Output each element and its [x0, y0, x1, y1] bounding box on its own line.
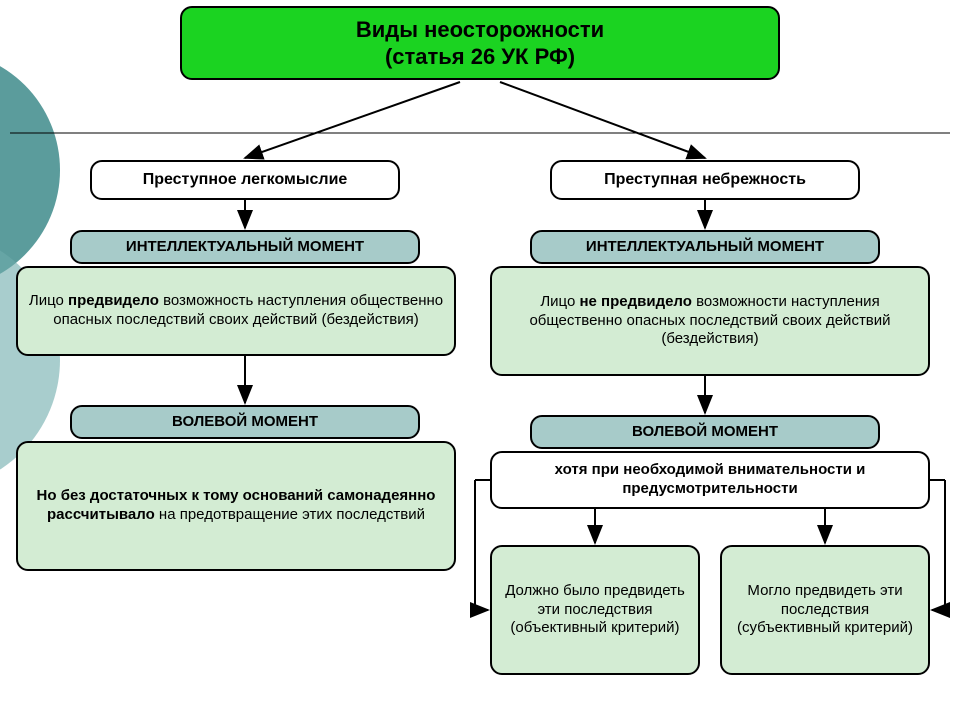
left-intel-label: ИНТЕЛЛЕКТУАЛЬНЫЙ МОМЕНТ — [70, 230, 420, 264]
left-vol-text: Но без достаточных к тому оснований само… — [16, 441, 456, 571]
right-opt1: Должно было предвидеть эти последствия (… — [490, 545, 700, 675]
left-intel-text: Лицо предвидело возможность наступления … — [16, 266, 456, 356]
left-intel-text-span: Лицо предвидело возможность наступления … — [28, 292, 444, 330]
left-heading: Преступное легкомыслие — [90, 160, 400, 200]
right-heading: Преступная небрежность — [550, 160, 860, 200]
decorative-circle-1 — [0, 50, 60, 290]
right-intel-text-span: Лицо не предвидело возможности наступлен… — [502, 293, 918, 349]
title-line1: Виды неосторожности — [356, 16, 604, 44]
right-intel-text: Лицо не предвидело возможности наступлен… — [490, 266, 930, 376]
title-line2: (статья 26 УК РФ) — [385, 43, 575, 71]
title-box: Виды неосторожности (статья 26 УК РФ) — [180, 6, 780, 80]
right-opt2: Могло предвидеть эти последствия (субъек… — [720, 545, 930, 675]
right-vol-label: ВОЛЕВОЙ МОМЕНТ — [530, 415, 880, 449]
right-intel-label: ИНТЕЛЛЕКТУАЛЬНЫЙ МОМЕНТ — [530, 230, 880, 264]
right-opt1-span: Должно было предвидеть эти последствия (… — [502, 582, 688, 638]
right-vol-sub: хотя при необходимой внимательности и пр… — [490, 451, 930, 509]
right-opt2-span: Могло предвидеть эти последствия (субъек… — [732, 582, 918, 638]
left-vol-text-span: Но без достаточных к тому оснований само… — [28, 487, 444, 525]
left-vol-label: ВОЛЕВОЙ МОМЕНТ — [70, 405, 420, 439]
